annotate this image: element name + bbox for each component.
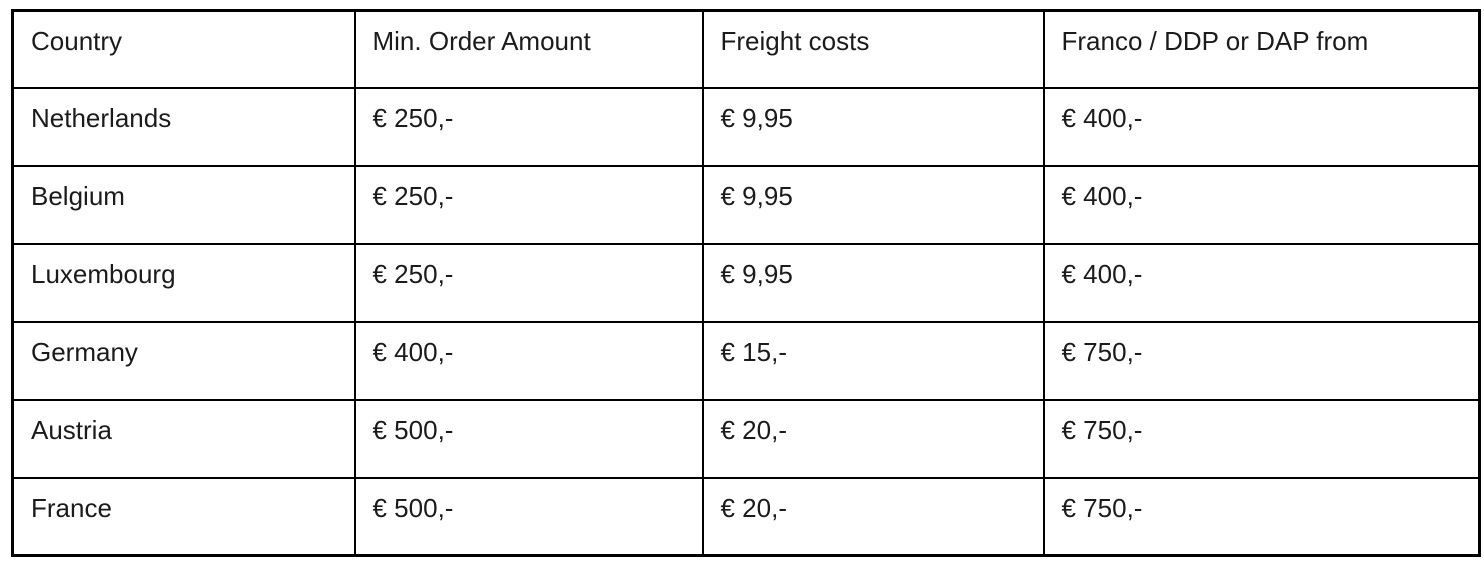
cell-franco: € 750,- [1042,320,1481,401]
table-row-austria: Austria € 500,- € 20,- € 750,- [11,398,1481,479]
cell-franco: € 400,- [1042,86,1481,167]
cell-min-order: € 500,- [353,398,704,479]
cell-min-order: € 250,- [353,242,704,323]
cell-min-order: € 250,- [353,86,704,167]
cell-country: Germany [11,320,356,401]
table-row-netherlands: Netherlands € 250,- € 9,95 € 400,- [11,86,1481,167]
freight-cost-table-container: Country Min. Order Amount Freight costs … [11,9,1481,557]
cell-min-order: € 400,- [353,320,704,401]
cell-freight: € 20,- [701,398,1045,479]
cell-country: Luxembourg [11,242,356,323]
cell-min-order: € 250,- [353,164,704,245]
cell-freight: € 20,- [701,476,1045,557]
column-header-franco: Franco / DDP or DAP from [1042,9,1481,89]
table-row-luxembourg: Luxembourg € 250,- € 9,95 € 400,- [11,242,1481,323]
column-header-min-order: Min. Order Amount [353,9,704,89]
cell-country: France [11,476,356,557]
cell-freight: € 15,- [701,320,1045,401]
freight-cost-table: Country Min. Order Amount Freight costs … [11,9,1481,557]
cell-min-order: € 500,- [353,476,704,557]
cell-franco: € 750,- [1042,398,1481,479]
cell-country: Austria [11,398,356,479]
cell-country: Netherlands [11,86,356,167]
column-header-freight-costs: Freight costs [701,9,1045,89]
header-row: Country Min. Order Amount Freight costs … [11,9,1481,89]
table-row-belgium: Belgium € 250,- € 9,95 € 400,- [11,164,1481,245]
cell-country: Belgium [11,164,356,245]
cell-freight: € 9,95 [701,242,1045,323]
cell-freight: € 9,95 [701,86,1045,167]
cell-franco: € 400,- [1042,164,1481,245]
cell-freight: € 9,95 [701,164,1045,245]
table-row-germany: Germany € 400,- € 15,- € 750,- [11,320,1481,401]
cell-franco: € 750,- [1042,476,1481,557]
table-row-france: France € 500,- € 20,- € 750,- [11,476,1481,557]
column-header-country: Country [11,9,356,89]
cell-franco: € 400,- [1042,242,1481,323]
